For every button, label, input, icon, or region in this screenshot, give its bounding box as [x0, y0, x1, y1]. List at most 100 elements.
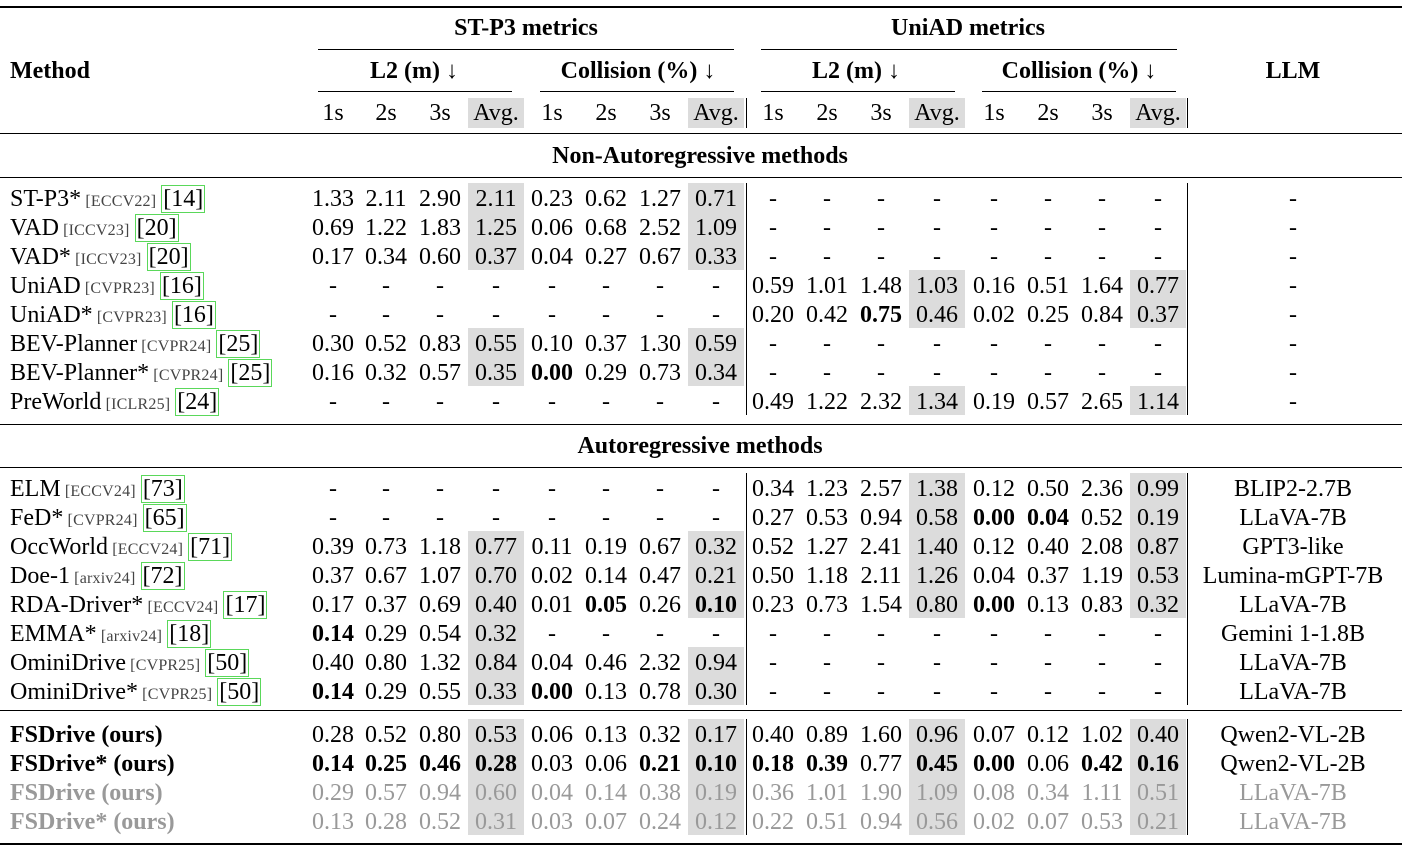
section-end-rule-1	[0, 424, 1402, 425]
sub-header: 1s	[762, 100, 784, 126]
citation-link[interactable]: [24]	[175, 388, 220, 416]
citation-link[interactable]: [73]	[140, 475, 185, 503]
metric-cell: -	[823, 186, 831, 212]
citation-link[interactable]: [50]	[217, 678, 262, 706]
metric-cell: 0.28	[475, 751, 517, 777]
metric-cell: 0.67	[639, 244, 681, 270]
metric-cell: 2.32	[639, 650, 681, 676]
venue-label: [arxiv24]	[96, 628, 163, 645]
citation-link[interactable]: [72]	[140, 562, 185, 590]
avg-shade	[1130, 589, 1186, 618]
metric-cell: 0.69	[312, 215, 354, 241]
avg-shade	[688, 806, 744, 835]
metric-cell: 0.25	[1027, 302, 1069, 328]
citation-link[interactable]: [17]	[223, 591, 268, 619]
sub-header: 3s	[870, 100, 892, 126]
venue-label: [ECCV24]	[60, 483, 136, 500]
avg-shade	[909, 589, 965, 618]
metric-cell: 0.52	[1081, 505, 1123, 531]
method-label: BEV-Planner	[10, 331, 138, 357]
citation-link[interactable]: [16]	[171, 301, 216, 329]
metric-cell: -	[823, 679, 831, 705]
venue-label: [CVPR25]	[125, 657, 201, 674]
metric-cell: 1.09	[695, 215, 737, 241]
metric-cell: 0.57	[419, 360, 461, 386]
sub-vrule-2	[1187, 98, 1188, 128]
metric-cell: 0.02	[973, 302, 1015, 328]
metric-cell: 0.10	[695, 751, 737, 777]
avg-shade	[688, 357, 744, 386]
llm-cell: LLaVA-7B	[1239, 809, 1347, 835]
citation-link[interactable]: [20]	[134, 214, 179, 242]
citation-link[interactable]: [20]	[146, 243, 191, 271]
metric-cell: -	[933, 186, 941, 212]
method-header: Method	[10, 58, 90, 84]
metric-cell: -	[548, 389, 556, 415]
avg-shade	[1130, 98, 1186, 128]
avg-shade	[688, 212, 744, 241]
citation-link[interactable]: [25]	[228, 359, 273, 387]
metric-cell: 0.31	[475, 809, 517, 835]
citation-link[interactable]: [50]	[205, 649, 250, 677]
metric-cell: -	[990, 679, 998, 705]
citation-link[interactable]: [14]	[161, 185, 206, 213]
metric-cell: 2.11	[860, 563, 902, 589]
method-label: UniAD	[10, 273, 81, 299]
metric-cell: 1.48	[860, 273, 902, 299]
metric-header-l2: L2 (m) ↓	[370, 58, 458, 84]
metric-cell: 0.40	[752, 722, 794, 748]
metric-cell: 0.00	[973, 505, 1015, 531]
metric-cell: -	[382, 505, 390, 531]
metric-cell: 0.17	[312, 592, 354, 618]
metric-cell: 0.30	[695, 679, 737, 705]
section-title: Autoregressive methods	[577, 433, 823, 459]
metric-cell: 0.12	[973, 534, 1015, 560]
metric-cell: 0.83	[1081, 592, 1123, 618]
metric-cell: 0.53	[1081, 809, 1123, 835]
metric-cell: 0.06	[531, 722, 573, 748]
citation-link[interactable]: [16]	[159, 272, 204, 300]
metric-cell: 0.53	[475, 722, 517, 748]
metric-cell: 0.40	[475, 592, 517, 618]
citation-link[interactable]: [18]	[167, 620, 212, 648]
avg-shade	[468, 806, 524, 835]
metric-cell: -	[877, 650, 885, 676]
avg-shade	[1130, 806, 1186, 835]
citation-link[interactable]: [65]	[142, 504, 187, 532]
section-title: Non-Autoregressive methods	[552, 143, 848, 169]
metric-cell: 0.10	[531, 331, 573, 357]
metric-cell: 2.52	[639, 215, 681, 241]
metric-cell: -	[877, 215, 885, 241]
sub-header: Avg.	[693, 100, 739, 126]
metric-cell: -	[1044, 186, 1052, 212]
llm-cell: -	[1289, 389, 1297, 415]
metric-cell: 1.32	[419, 650, 461, 676]
method-label: OccWorld	[10, 534, 109, 560]
metric-cell: 0.36	[752, 780, 794, 806]
citation-link[interactable]: [71]	[188, 533, 233, 561]
method-name: OccWorld [ECCV24] [71]	[10, 533, 233, 561]
metric-cell: 0.94	[695, 650, 737, 676]
metric-cell: 0.23	[531, 186, 573, 212]
metric-cell: 0.50	[752, 563, 794, 589]
metric-cell: -	[656, 476, 664, 502]
metric-cell: 2.08	[1081, 534, 1123, 560]
metric-cell: -	[548, 273, 556, 299]
metric-cell: 0.06	[585, 751, 627, 777]
metric-cell: -	[1154, 186, 1162, 212]
metric-cell: 0.42	[806, 302, 848, 328]
avg-shade	[468, 241, 524, 270]
metric-cell: 1.26	[916, 563, 958, 589]
metric-cell: -	[656, 302, 664, 328]
metric-cell: 0.56	[916, 809, 958, 835]
metric-cell: 0.19	[695, 780, 737, 806]
metric-cell: 0.03	[531, 809, 573, 835]
citation-link[interactable]: [25]	[216, 330, 261, 358]
metric-cell: 0.50	[1027, 476, 1069, 502]
metric-cell: 0.11	[531, 534, 573, 560]
metric-cell: 0.00	[531, 679, 573, 705]
llm-cell: Qwen2-VL-2B	[1220, 722, 1366, 748]
avg-shade	[1130, 270, 1186, 299]
method-name: UniAD [CVPR23] [16]	[10, 272, 204, 300]
avg-shade	[468, 676, 524, 705]
